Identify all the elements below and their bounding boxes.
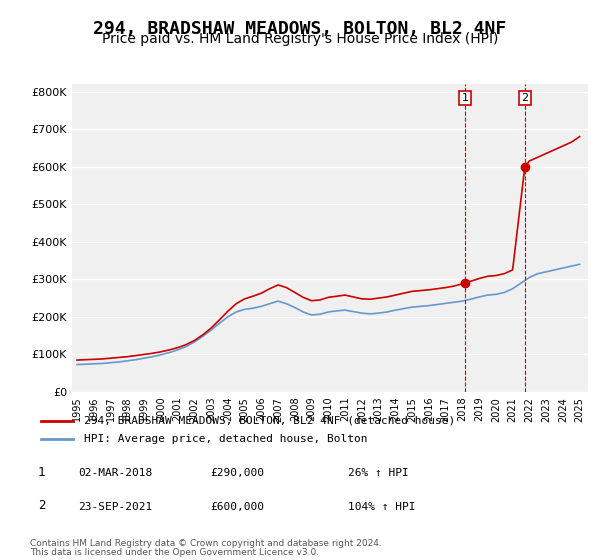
Text: 2: 2: [521, 93, 529, 103]
Text: 104% ↑ HPI: 104% ↑ HPI: [348, 502, 415, 512]
Text: 294, BRADSHAW MEADOWS, BOLTON, BL2 4NF (detached house): 294, BRADSHAW MEADOWS, BOLTON, BL2 4NF (…: [84, 416, 455, 426]
Text: HPI: Average price, detached house, Bolton: HPI: Average price, detached house, Bolt…: [84, 434, 367, 444]
Text: This data is licensed under the Open Government Licence v3.0.: This data is licensed under the Open Gov…: [30, 548, 319, 557]
Text: £290,000: £290,000: [210, 468, 264, 478]
Text: Price paid vs. HM Land Registry's House Price Index (HPI): Price paid vs. HM Land Registry's House …: [102, 32, 498, 46]
Text: Contains HM Land Registry data © Crown copyright and database right 2024.: Contains HM Land Registry data © Crown c…: [30, 539, 382, 548]
Text: 294, BRADSHAW MEADOWS, BOLTON, BL2 4NF: 294, BRADSHAW MEADOWS, BOLTON, BL2 4NF: [94, 20, 506, 38]
Text: 23-SEP-2021: 23-SEP-2021: [78, 502, 152, 512]
Text: 26% ↑ HPI: 26% ↑ HPI: [348, 468, 409, 478]
Text: 1: 1: [461, 93, 469, 103]
Text: 1: 1: [38, 465, 45, 479]
Text: 02-MAR-2018: 02-MAR-2018: [78, 468, 152, 478]
Text: £600,000: £600,000: [210, 502, 264, 512]
Text: 2: 2: [38, 499, 45, 512]
